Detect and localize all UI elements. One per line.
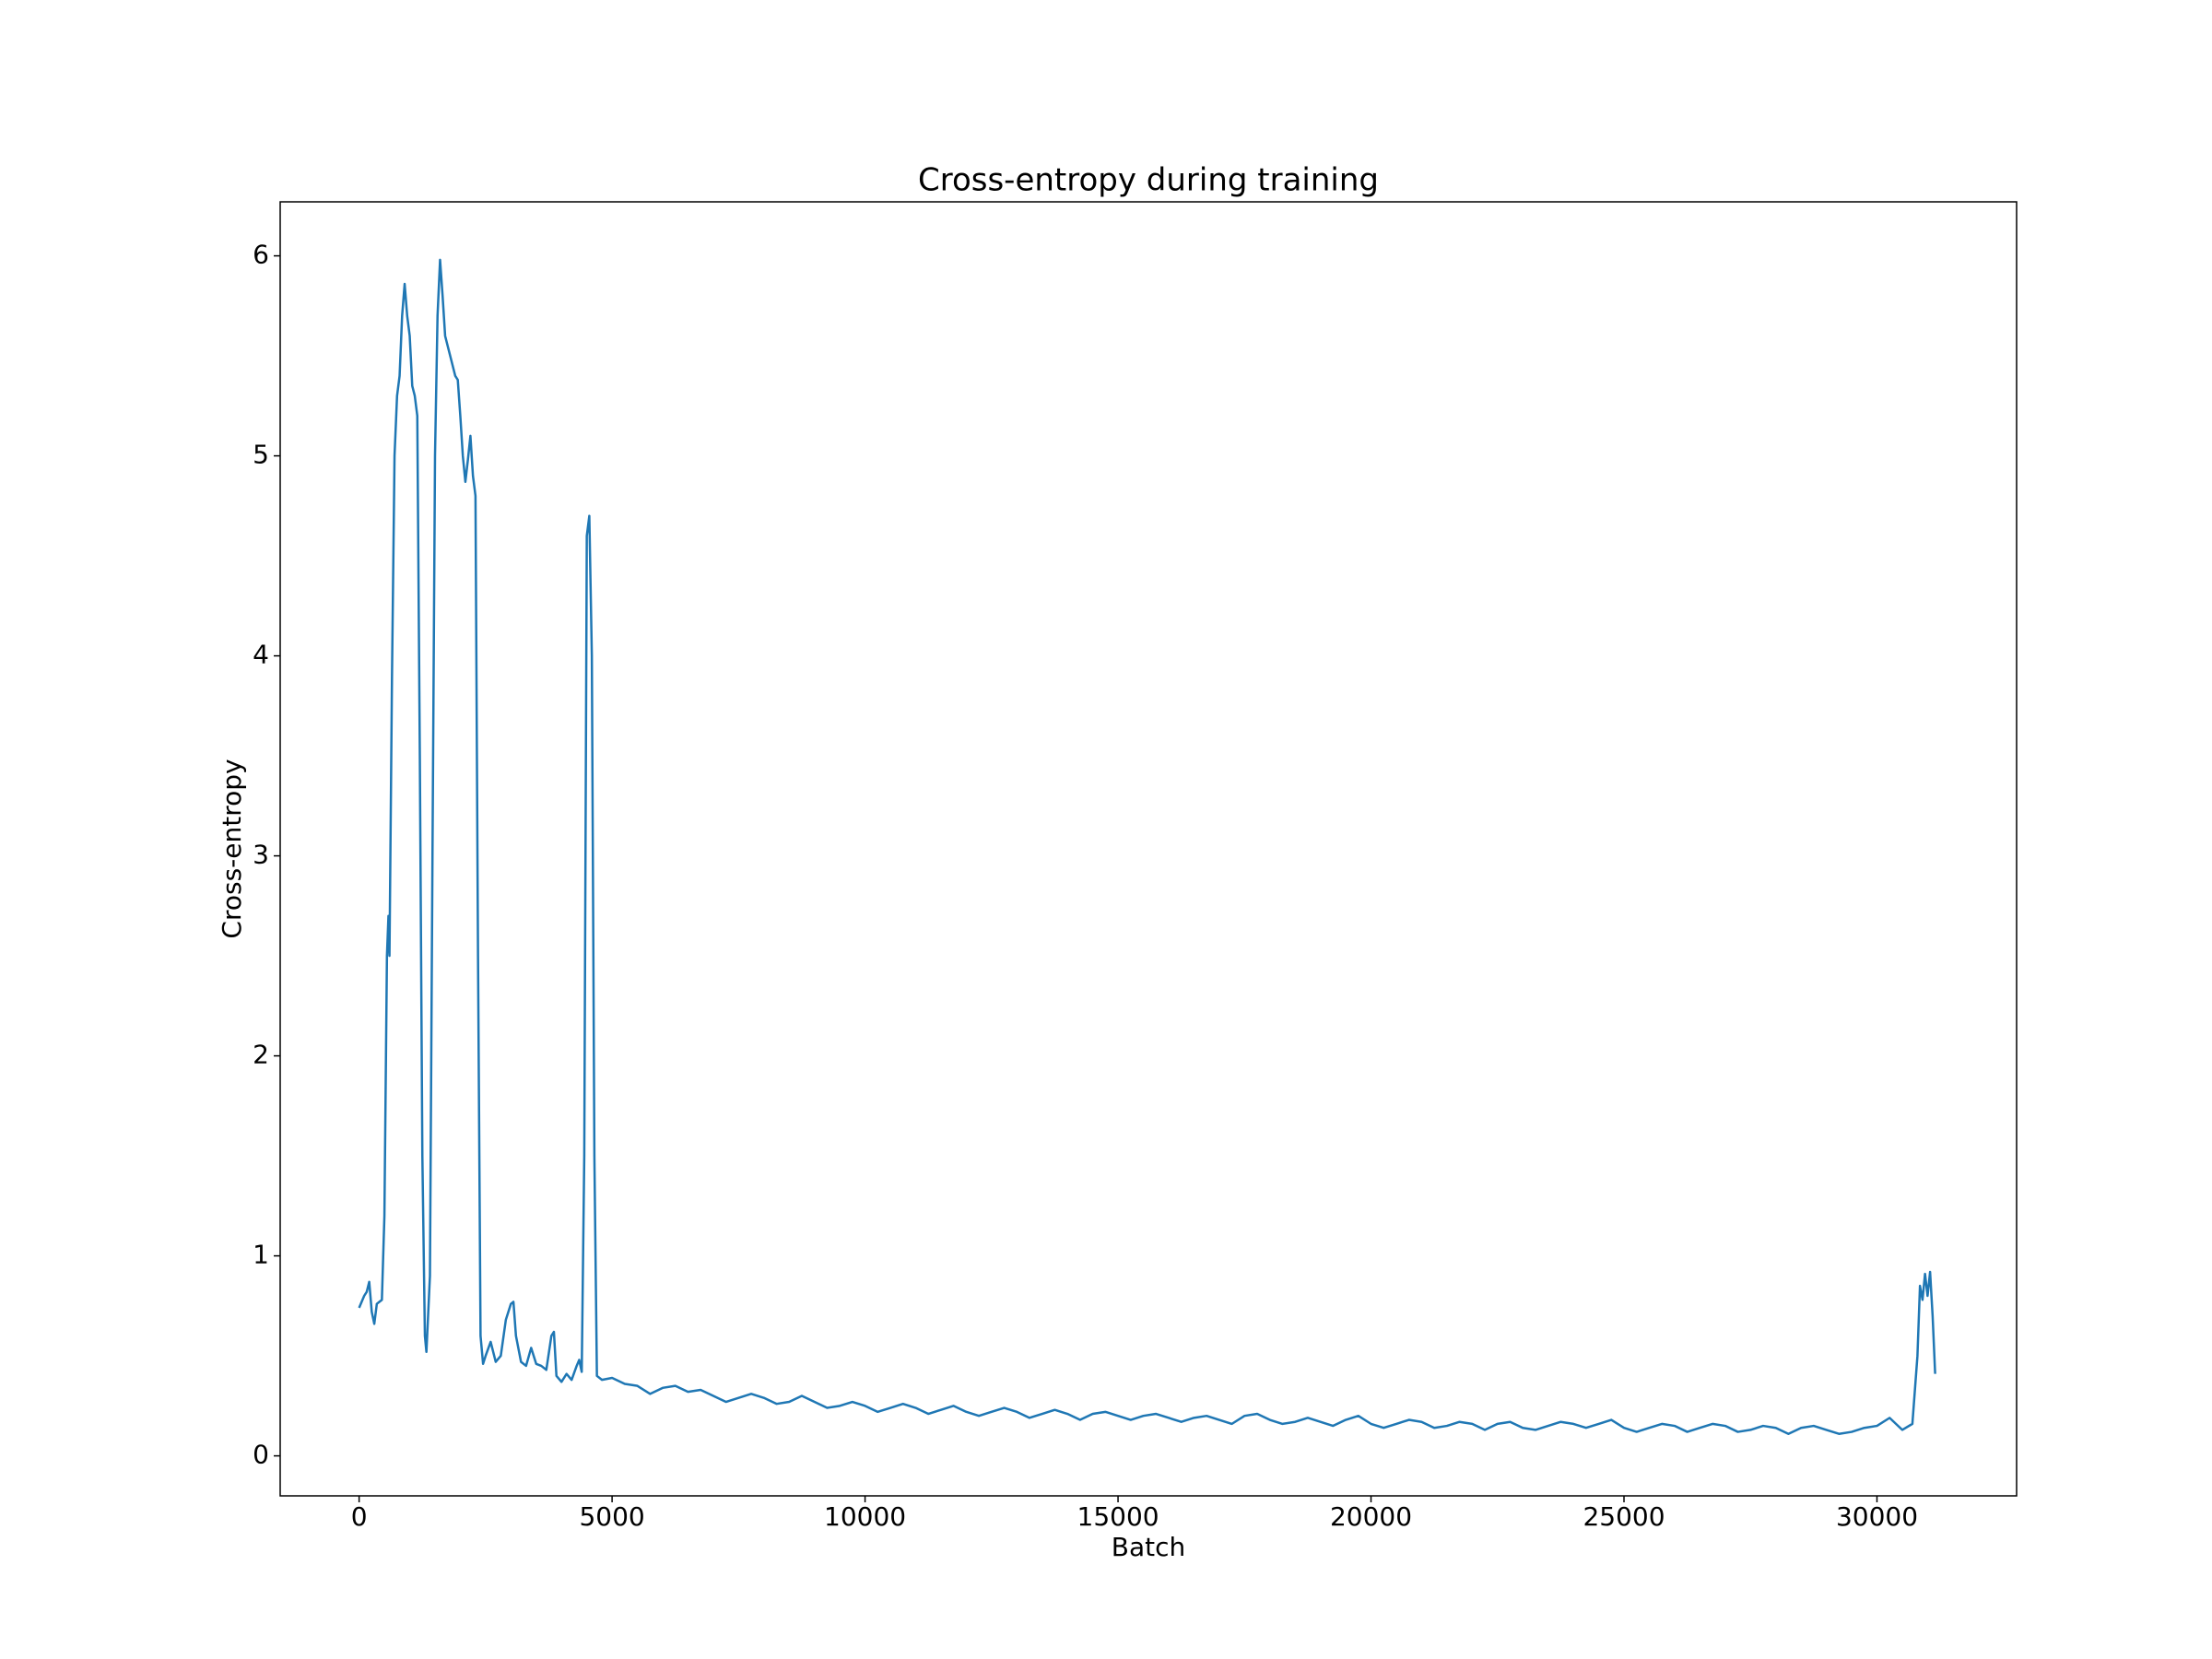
x-tick-label: 15000	[1077, 1501, 1159, 1532]
y-tick-label: 0	[253, 1440, 269, 1470]
x-tick-label: 30000	[1836, 1501, 1918, 1532]
y-tick-label: 3	[253, 840, 269, 870]
x-tick-label: 20000	[1330, 1501, 1412, 1532]
data-line	[358, 258, 1936, 1435]
chart-title: Cross-entropy during training	[918, 162, 1379, 199]
plot-frame	[279, 201, 2018, 1497]
x-tick-label: 0	[351, 1501, 368, 1532]
x-axis-label: Batch	[1112, 1532, 1186, 1562]
y-tick-label: 2	[253, 1040, 269, 1070]
y-tick-label: 4	[253, 640, 269, 670]
x-tick-label: 5000	[579, 1501, 644, 1532]
y-tick-label: 1	[253, 1240, 269, 1270]
x-tick-label: 10000	[824, 1501, 906, 1532]
y-axis-label: Cross-entropy	[217, 759, 247, 938]
x-tick-label: 25000	[1583, 1501, 1665, 1532]
y-tick-label: 6	[253, 240, 269, 270]
y-tick-label: 5	[253, 440, 269, 470]
